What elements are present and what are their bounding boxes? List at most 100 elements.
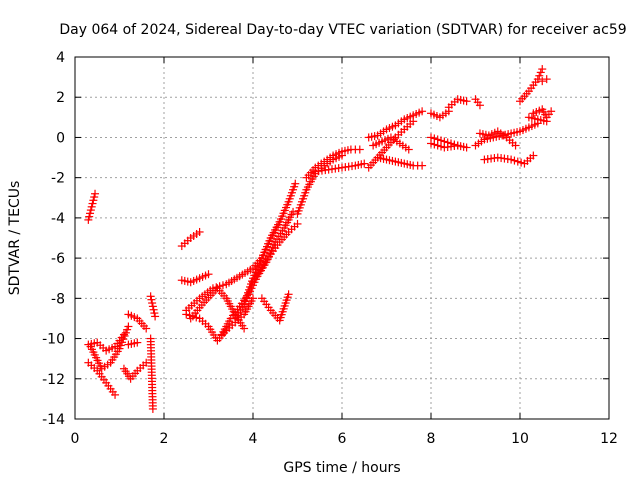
chart-title: Day 064 of 2024, Sidereal Day-to-day VTE…: [59, 22, 626, 38]
series-pass-05: [124, 338, 142, 349]
data-point: [462, 97, 471, 106]
series-pass-33: [480, 151, 538, 168]
grid-layer: [75, 57, 609, 419]
data-point: [84, 215, 93, 224]
series-pass-04: [86, 322, 133, 373]
data-point: [462, 143, 471, 152]
data-point: [86, 206, 95, 215]
data-point: [507, 155, 516, 164]
data-point: [536, 68, 545, 77]
data-point: [249, 294, 257, 303]
data-point: [289, 207, 298, 216]
data-point: [430, 140, 439, 149]
series-pass-22: [364, 107, 427, 142]
series-pass-28: [444, 95, 471, 112]
x-tick-label: 2: [160, 431, 169, 447]
y-tick-label: -10: [42, 332, 65, 348]
data-point: [538, 65, 547, 74]
series-pass-34: [516, 65, 547, 106]
x-tick-label: 8: [427, 431, 436, 447]
data-point: [293, 219, 302, 228]
series-pass-29: [427, 139, 462, 152]
series-pass-03: [84, 358, 120, 399]
data-point: [517, 158, 526, 167]
data-point: [409, 117, 418, 126]
tick-layer: 0 2 4 6 8 10 12 -14 -12 -10 -8 -6 -4 -2 0 2 4: [42, 50, 618, 447]
series-pass-27: [427, 133, 471, 152]
data-point: [151, 312, 160, 321]
series-pass-35: [529, 105, 556, 122]
series-pass-15: [217, 207, 298, 339]
data-point: [90, 193, 99, 202]
data-point: [147, 295, 156, 304]
data-point: [513, 157, 522, 166]
data-point: [437, 142, 446, 151]
data-point: [547, 107, 556, 116]
data-point: [538, 77, 547, 86]
x-tick-label: 10: [511, 431, 529, 447]
y-tick-label: 0: [56, 130, 65, 146]
data-point: [148, 404, 157, 413]
x-tick-label: 6: [338, 431, 347, 447]
data-point: [148, 299, 157, 308]
data-point: [146, 292, 155, 301]
series-pass-02: [84, 330, 128, 355]
series-pass-26: [427, 107, 453, 122]
series-pass-32: [475, 127, 520, 150]
data-point: [133, 338, 142, 347]
data-point: [240, 324, 249, 333]
series-pass-07: [119, 358, 151, 383]
y-tick-label: -4: [51, 211, 65, 227]
series-pass-19: [293, 151, 346, 218]
data-point: [89, 196, 98, 205]
data-point: [291, 179, 300, 188]
series-pass-36: [524, 113, 551, 126]
y-tick-label: -2: [51, 171, 65, 187]
data-point: [218, 281, 227, 290]
data-point: [86, 209, 95, 218]
series-pass-21: [311, 159, 369, 176]
series-pass-01: [84, 189, 100, 224]
series-pass-31: [471, 119, 542, 150]
data-point: [88, 199, 97, 208]
data-layer: [84, 65, 556, 413]
data-point: [404, 145, 413, 154]
data-point: [418, 161, 427, 170]
data-point: [119, 330, 128, 339]
series-pass-06: [124, 310, 151, 333]
series-pass-30: [471, 95, 484, 110]
data-point: [142, 324, 151, 333]
y-tick-label: 4: [56, 50, 65, 66]
data-point: [204, 270, 213, 279]
x-tick-label: 0: [71, 431, 80, 447]
data-point: [542, 75, 551, 84]
data-point: [427, 139, 435, 148]
x-tick-label: 12: [600, 431, 618, 447]
data-point: [510, 156, 519, 165]
data-point: [284, 290, 293, 299]
data-point: [533, 75, 542, 84]
data-point: [85, 212, 94, 221]
y-tick-label: -6: [51, 251, 65, 267]
data-point: [195, 227, 204, 236]
series-pass-08: [146, 292, 160, 321]
data-point: [453, 141, 462, 150]
data-point: [149, 305, 158, 314]
data-point: [91, 189, 100, 198]
data-point: [111, 390, 120, 399]
data-point: [475, 101, 484, 110]
data-point: [529, 151, 538, 160]
data-point: [124, 322, 133, 331]
series-pass-14: [186, 284, 249, 333]
series-pass-16: [231, 179, 300, 323]
x-axis-label: GPS time / hours: [283, 460, 400, 476]
y-tick-label: 2: [56, 90, 65, 106]
data-point: [535, 71, 544, 80]
data-point: [542, 117, 551, 126]
series-pass-24: [369, 133, 413, 154]
data-point: [355, 145, 364, 154]
data-point: [87, 202, 96, 211]
y-tick-label: -14: [42, 412, 65, 428]
